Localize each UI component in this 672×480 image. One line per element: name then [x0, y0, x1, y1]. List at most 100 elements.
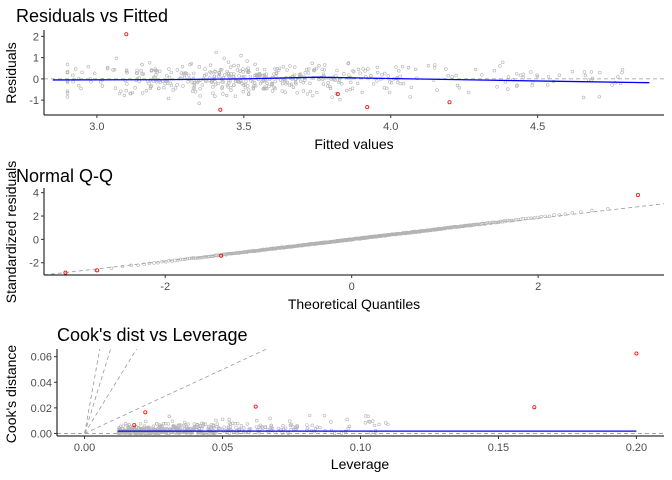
data-point	[227, 417, 231, 422]
data-point	[163, 81, 167, 86]
data-point	[563, 212, 567, 216]
data-point	[360, 90, 364, 95]
data-point	[186, 426, 191, 431]
data-point	[167, 414, 172, 419]
y-tick-label: 2	[33, 31, 39, 43]
data-point	[77, 83, 81, 88]
data-point	[598, 70, 602, 75]
data-point	[257, 425, 261, 429]
data-point	[268, 416, 272, 420]
data-point	[195, 423, 199, 427]
data-point	[270, 83, 274, 87]
data-point	[312, 68, 316, 72]
data-point	[141, 72, 146, 76]
data-point	[212, 74, 216, 78]
data-point	[530, 83, 534, 88]
plot-content	[44, 193, 664, 275]
data-point	[199, 255, 203, 260]
data-point	[273, 67, 277, 71]
data-point	[245, 422, 250, 426]
data-point	[310, 61, 314, 66]
data-point	[226, 60, 231, 64]
data-point	[206, 426, 210, 430]
data-point	[192, 82, 197, 87]
data-point	[278, 78, 283, 82]
data-point	[148, 85, 153, 89]
data-point	[590, 208, 594, 213]
data-point	[140, 72, 144, 76]
data-point	[499, 219, 503, 224]
data-point	[329, 428, 334, 433]
data-point	[532, 216, 537, 220]
data-point	[338, 97, 342, 102]
data-point	[125, 71, 129, 75]
data-point	[382, 85, 386, 90]
data-point	[473, 67, 478, 72]
data-point	[285, 80, 289, 85]
data-point	[514, 72, 519, 76]
data-point	[413, 67, 418, 72]
data-point	[518, 73, 523, 77]
data-point	[134, 71, 139, 75]
data-point	[546, 83, 550, 87]
data-point	[243, 82, 247, 87]
data-point	[321, 72, 326, 76]
data-point	[187, 256, 192, 261]
data-point	[132, 425, 137, 429]
data-point	[255, 419, 259, 423]
data-point	[229, 65, 233, 69]
data-point	[510, 218, 514, 223]
data-point	[363, 421, 368, 425]
data-point	[192, 81, 196, 85]
data-point	[158, 69, 162, 74]
data-point	[182, 420, 187, 425]
data-point	[457, 86, 462, 90]
highlighted-point	[634, 351, 639, 356]
data-point	[535, 74, 540, 79]
y-tick-label: 4	[33, 188, 39, 200]
data-point	[206, 431, 210, 435]
data-point	[93, 71, 97, 76]
data-point	[349, 80, 353, 85]
data-point	[295, 426, 299, 430]
data-point	[450, 75, 454, 79]
data-point	[193, 256, 198, 261]
data-point	[248, 74, 253, 79]
data-point	[167, 259, 171, 263]
data-point	[154, 73, 158, 77]
data-point	[226, 425, 230, 429]
data-point	[557, 73, 562, 77]
data-point	[270, 89, 275, 93]
data-point	[400, 64, 405, 69]
data-point	[179, 71, 184, 75]
y-tick-label: 0.04	[31, 377, 52, 389]
data-point	[225, 69, 229, 74]
data-point	[347, 424, 352, 429]
panel-normal-qq: Normal Q-Q Standardized residuals Theore…	[3, 161, 664, 312]
data-point	[138, 422, 143, 426]
data-point	[337, 80, 341, 84]
data-point	[314, 66, 319, 71]
data-point	[472, 222, 476, 227]
data-point	[186, 422, 190, 426]
data-point	[178, 257, 182, 262]
data-point	[303, 78, 307, 83]
data-point	[189, 61, 194, 66]
data-point	[312, 67, 317, 72]
x-axis-label: Fitted values	[314, 136, 393, 152]
data-point	[206, 424, 211, 429]
data-point	[495, 220, 500, 225]
data-point	[216, 74, 221, 78]
data-point	[226, 74, 231, 78]
data-point	[235, 68, 240, 72]
data-point	[408, 95, 412, 99]
data-point	[394, 65, 398, 69]
data-point	[521, 72, 525, 77]
data-point	[321, 82, 326, 86]
data-point	[582, 70, 587, 74]
x-tick-label: 0.15	[488, 442, 509, 454]
data-point	[232, 251, 236, 256]
data-point	[135, 431, 139, 436]
data-point	[213, 82, 218, 87]
data-point	[122, 93, 127, 98]
